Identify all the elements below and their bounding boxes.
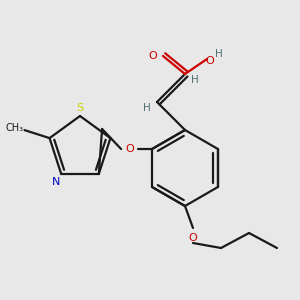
Text: H: H [191, 75, 199, 85]
Text: H: H [215, 49, 223, 59]
Text: O: O [189, 233, 197, 243]
Text: S: S [76, 103, 84, 113]
Text: O: O [126, 144, 134, 154]
Text: N: N [52, 177, 60, 187]
Text: CH₃: CH₃ [5, 123, 24, 133]
Text: O: O [206, 56, 214, 66]
Text: H: H [143, 103, 151, 113]
Text: O: O [148, 51, 158, 61]
